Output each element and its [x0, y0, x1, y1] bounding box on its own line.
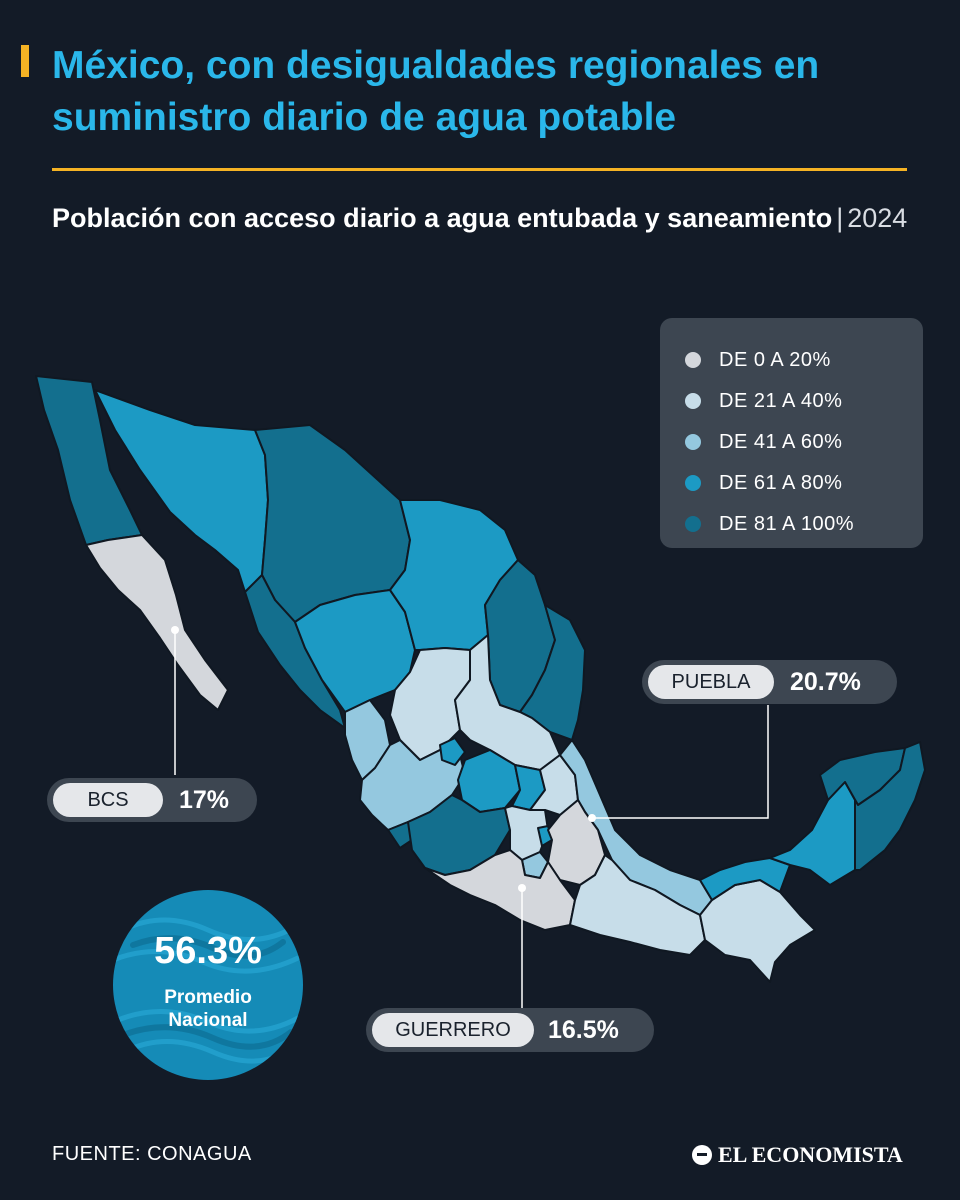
state-baja-california-sur: [85, 534, 229, 711]
callout-value: 16.5%: [548, 1016, 619, 1044]
legend-item: DE 81 A 100%: [685, 511, 854, 537]
mexico-map: [35, 375, 926, 1008]
chart-subtitle: Población con acceso diario a agua entub…: [52, 195, 922, 241]
source-note: FUENTE: CONAGUA: [52, 1143, 252, 1165]
badge-wave-pattern: [113, 917, 301, 1064]
legend-label: DE 81 A 100%: [719, 512, 854, 535]
title-divider: [52, 168, 907, 171]
subtitle-year: 2024: [847, 203, 908, 233]
subtitle-separator: |: [836, 203, 844, 233]
title-accent-bar: [21, 45, 29, 77]
legend-item: DE 61 A 80%: [685, 470, 842, 496]
callout-value: 20.7%: [790, 668, 861, 696]
page-title: México, con desigualdades regionales en …: [52, 44, 820, 139]
state-tabasco: [699, 857, 791, 901]
guerrero-callout: GUERRERO 16.5%: [366, 1008, 654, 1052]
subtitle-text: Población con acceso diario a agua entub…: [52, 203, 833, 233]
callout-state-name: PUEBLA: [648, 665, 774, 699]
puebla-leader-line: [592, 705, 769, 819]
logo-icon: [692, 1145, 712, 1165]
legend-label: DE 21 A 40%: [719, 389, 843, 412]
el-economista-logo: EL ECONOMISTA: [692, 1138, 903, 1172]
callout-state-name: GUERRERO: [372, 1013, 534, 1047]
legend-item: DE 0 A 20%: [685, 347, 831, 373]
map-legend: DE 0 A 20% DE 21 A 40% DE 41 A 60% DE 61…: [660, 318, 923, 548]
callout-value: 17%: [179, 786, 230, 814]
legend-swatch: [685, 352, 701, 368]
legend-swatch: [685, 516, 701, 532]
state-oaxaca: [569, 854, 706, 956]
legend-swatch: [685, 475, 701, 491]
callout-state-name: BCS: [53, 783, 163, 817]
legend-item: DE 21 A 40%: [685, 388, 842, 414]
legend-label: DE 61 A 80%: [719, 471, 843, 494]
national-average-badge: 56.3% Promedio Nacional: [113, 890, 303, 1080]
puebla-marker: [588, 814, 596, 822]
state-sinaloa: [244, 574, 346, 729]
logo-text: EL ECONOMISTA: [718, 1142, 903, 1167]
legend-item: DE 41 A 60%: [685, 429, 842, 455]
national-average-value: 56.3%: [154, 930, 262, 972]
state-quintana-roo: [854, 741, 926, 871]
puebla-callout: PUEBLA 20.7%: [642, 660, 897, 704]
legend-swatch: [685, 393, 701, 409]
legend-swatch: [685, 434, 701, 450]
legend-label: DE 41 A 60%: [719, 430, 843, 453]
guerrero-marker: [518, 884, 526, 892]
state-aguascalientes: [439, 737, 466, 766]
state-guerrero: [424, 849, 576, 931]
national-average-label: Promedio Nacional: [164, 987, 252, 1031]
bcs-marker: [171, 626, 179, 634]
bcs-callout: BCS 17%: [47, 778, 257, 822]
legend-label: DE 0 A 20%: [719, 348, 831, 371]
